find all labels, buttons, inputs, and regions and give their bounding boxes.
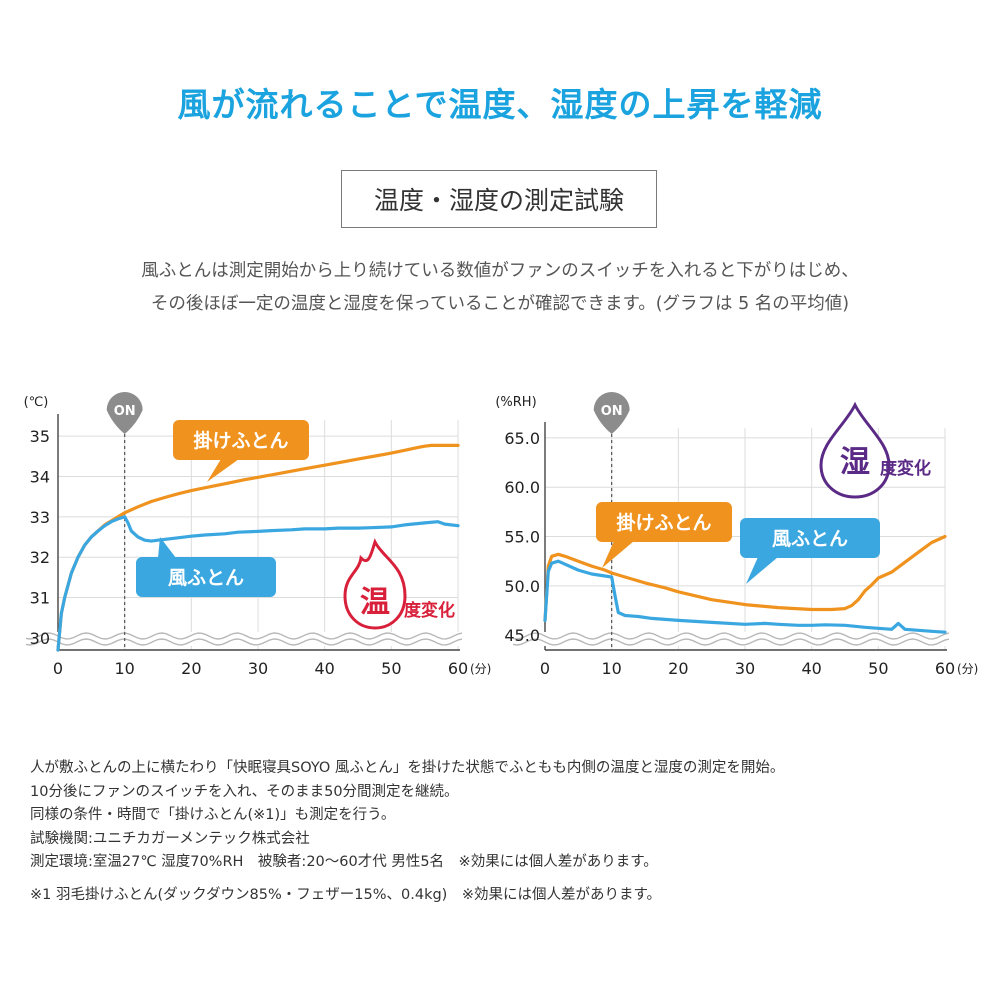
test-title: 温度・湿度の測定試験 — [373, 186, 624, 215]
series-callout-orange-box — [596, 502, 732, 542]
on-badge — [593, 392, 630, 434]
badge-big-char: 温 — [360, 585, 390, 620]
y-tick-label: 31 — [30, 589, 50, 608]
temperature-chart: 30 31 32 33 34 35 0 10 20 30 40 50 60 (℃) (分) ON 掛けふとん風ふ… — [0, 380, 500, 720]
x-tick-label: 20 — [181, 659, 201, 678]
page-headline: 風が流れることで温度、湿度の上昇を軽減 — [177, 85, 823, 124]
series-callout-orange-label: 掛けふとん — [193, 429, 288, 452]
y-tick-label: 45.0 — [504, 626, 540, 645]
chart-svg: 45.0 50.0 55.0 60.0 65.0 0 10 20 30 40 50 60 (%RH) (分… — [495, 392, 978, 678]
drop-icon — [819, 401, 891, 499]
x-tick-label: 30 — [735, 659, 755, 678]
x-tick-label: 60 — [448, 659, 468, 678]
x-unit-label: (分) — [957, 662, 978, 676]
note-line: 測定環境:室温27℃ 湿度70%RH 被験者:20〜60才代 男性5名 ※効果に… — [30, 854, 658, 870]
humidity-chart: 45.0 50.0 55.0 60.0 65.0 0 10 20 30 40 50 60 (%RH) (分… — [480, 380, 1000, 720]
drop-outline — [819, 401, 891, 499]
y-tick-label: 30 — [30, 629, 50, 648]
intro-line-1: 風ふとんは測定開始から上り続けている数値がファンのスイッチを入れると下がりはじめ… — [141, 261, 859, 281]
intro-line-2: その後ほぼ一定の温度と湿度を保っていることが確認できます。(グラフは 5 名の平… — [150, 294, 850, 314]
series-callout-orange-tail — [207, 459, 239, 482]
y-tick-label: 32 — [30, 548, 50, 567]
y-tick-label: 35 — [30, 427, 50, 446]
series-callout-blue-box — [136, 557, 276, 597]
axis-break-wave — [25, 638, 463, 646]
badge-small-text: 度変化 — [880, 458, 931, 479]
x-tick-label: 20 — [668, 659, 688, 678]
flame-outline — [343, 538, 407, 630]
x-tick-label: 40 — [314, 659, 334, 678]
x-tick-label: 0 — [53, 659, 63, 678]
intro-text: 風ふとんは測定開始から上り続けている数値がファンのスイッチを入れると下がりはじめ… — [30, 255, 970, 321]
note-line: 同様の条件・時間で「掛けふとん(※1)」も測定を行う。 — [30, 807, 396, 823]
series-callout-orange-label: 掛けふとん — [616, 511, 711, 534]
series-callout-blue-box — [740, 518, 880, 558]
on-badge-label: ON — [601, 404, 623, 419]
x-tick-label: 10 — [114, 659, 134, 678]
series-callout-blue-tail — [158, 537, 176, 558]
axis-break-wave — [512, 632, 950, 640]
series-line-orange — [543, 534, 947, 622]
note-line: ※1 羽毛掛けふとん(ダックダウン85%・フェザー15%、0.4kg) ※効果に… — [30, 886, 662, 903]
series-callout-blue-label: 風ふとん — [168, 567, 244, 589]
axis-break-wave — [25, 632, 463, 640]
note-line: 人が敷ふとんの上に横たわり「快眠寝具SOYO 風ふとん」を掛けた状態でふともも内… — [30, 760, 785, 776]
series-callout-blue-tail — [746, 557, 778, 584]
y-unit-label: (℃) — [24, 395, 49, 410]
note-line: 10分後にファンのスイッチを入れ、そのまま50分間測定を継続。 — [30, 783, 459, 800]
series-callout-orange-box — [173, 420, 309, 460]
badge-small-text: 度変化 — [404, 600, 455, 621]
x-tick-label: 60 — [935, 659, 955, 678]
x-tick-label: 10 — [601, 659, 621, 678]
note-line: 試験機関:ユニチカガーメンテック株式会社 — [30, 830, 310, 847]
y-unit-label: (%RH) — [495, 395, 536, 410]
x-tick-label: 0 — [540, 659, 550, 678]
x-tick-label: 50 — [868, 659, 888, 678]
axis-break-wave — [512, 638, 950, 646]
y-tick-label: 33 — [30, 508, 50, 527]
y-tick-label: 55.0 — [504, 528, 540, 547]
chart-svg: 30 31 32 33 34 35 0 10 20 30 40 50 60 (℃) (分) ON 掛けふとん風ふ… — [24, 392, 491, 678]
series-line-blue — [543, 559, 947, 634]
x-tick-label: 30 — [248, 659, 268, 678]
badge-big-char: 湿 — [840, 445, 870, 480]
series-callout-orange-tail — [602, 541, 634, 568]
on-badge-label: ON — [114, 404, 136, 419]
series-line-blue — [56, 515, 460, 652]
x-tick-label: 50 — [381, 659, 401, 678]
y-tick-label: 34 — [30, 467, 50, 486]
y-tick-label: 65.0 — [504, 429, 540, 448]
flame-icon — [343, 538, 407, 630]
y-tick-label: 60.0 — [504, 478, 540, 497]
on-badge — [106, 392, 143, 434]
x-unit-label: (分) — [470, 662, 491, 676]
y-tick-label: 50.0 — [504, 577, 540, 596]
note-spacer — [30, 875, 980, 884]
test-notes: 人が敷ふとんの上に横たわり「快眠寝具SOYO 風ふとん」を掛けた状態でふともも内… — [30, 757, 980, 907]
series-callout-blue-label: 風ふとん — [772, 528, 848, 550]
test-title-box: 温度・湿度の測定試験 — [341, 170, 657, 228]
x-tick-label: 40 — [801, 659, 821, 678]
